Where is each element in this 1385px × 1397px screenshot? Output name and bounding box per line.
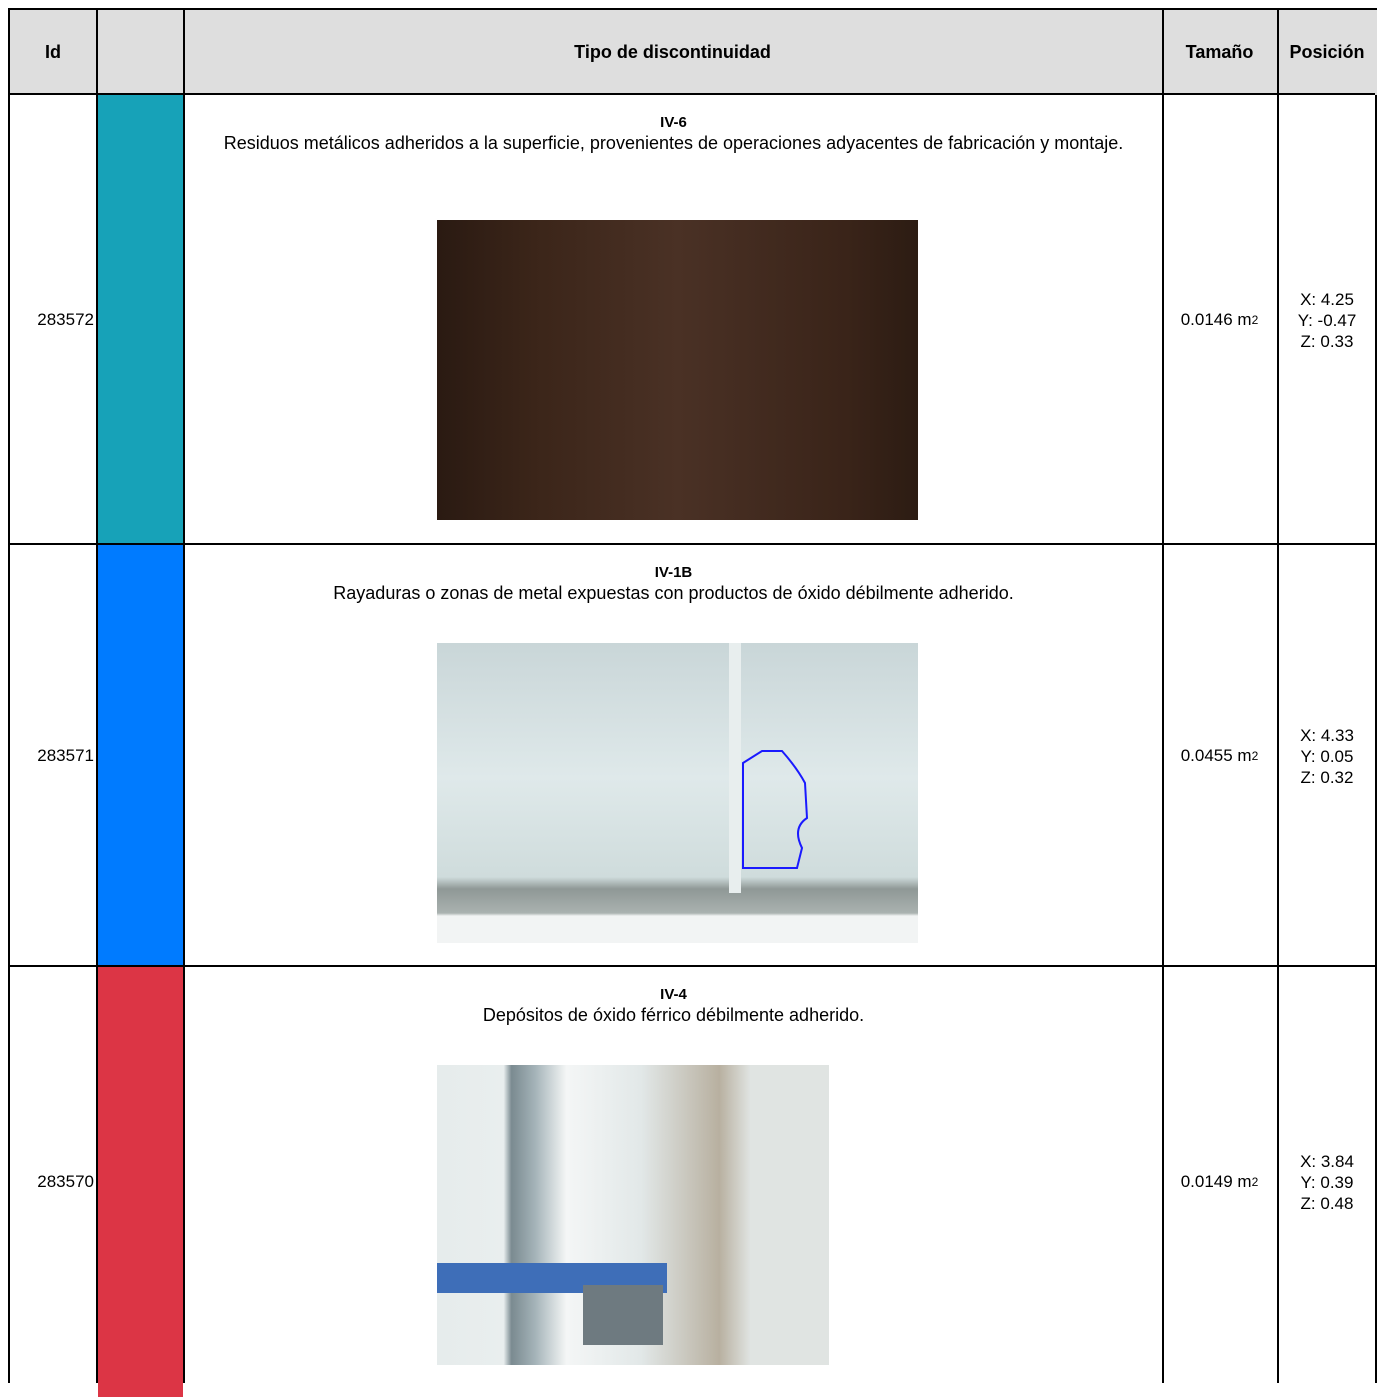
position-line: Z: 0.48 [1300,1193,1354,1213]
photo-overlay [437,220,918,520]
header-cell: Posición [1289,42,1365,62]
row-border [10,965,1375,967]
size-exponent: 2 [1251,749,1259,763]
size-value: 0.0149 m [1180,1172,1252,1191]
type-code: IV-1B [654,564,693,581]
type-cell: IV-4 Depósitos de óxido férrico débilment… [185,967,1162,1397]
header-cell: Tipo de discontinuidad [574,42,771,62]
column-border [183,10,185,1383]
size-value: 0.0455 m [1180,746,1252,765]
header-bg [10,10,1377,95]
row-id: 283570 [37,1172,94,1191]
size-exponent: 2 [1251,313,1259,327]
position-line: Z: 0.32 [1300,767,1354,787]
header-cell: Id [45,42,61,62]
photo-overlay [437,1263,667,1345]
inspection-photo [437,643,918,943]
row-border [10,543,1375,545]
color-swatch [98,545,183,967]
type-description: Residuos metálicos adheridos a la superf… [223,133,1124,153]
type-cell: IV-1B Rayaduras o zonas de metal expuesta… [185,545,1162,967]
column-border [96,10,98,1383]
size-value: 0.0146 m [1180,310,1252,329]
position: X: 3.84 Y: 0.39 Z: 0.48 [1277,967,1377,1397]
photo-overlay [729,643,809,893]
type-code: IV-6 [660,114,687,131]
position: X: 4.33 Y: 0.05 Z: 0.32 [1277,545,1377,967]
discontinuity-table: Id Tipo de discontinuidad Tamaño Posición 28… [8,8,1377,1397]
position-line: X: 4.25 [1300,289,1354,309]
color-swatch [98,967,183,1397]
position-line: Y: -0.47 [1297,310,1357,330]
row-id: 283572 [37,310,94,329]
inspection-photo [437,1065,829,1365]
column-border [1162,10,1164,1383]
inspection-photo [437,220,918,520]
size-exponent: 2 [1251,1175,1259,1189]
type-cell: IV-6 Residuos metálicos adheridos a la su… [185,95,1162,545]
position: X: 4.25 Y: -0.47 Z: 0.33 [1277,95,1377,545]
type-code: IV-4 [660,986,687,1003]
type-description: Depósitos de óxido férrico débilmente ad… [482,1005,865,1025]
position-line: Y: 0.39 [1300,1172,1354,1192]
row-id: 283571 [37,746,94,765]
row-border [10,93,1375,95]
header-cell: Tamaño [1185,42,1254,62]
position-line: Y: 0.05 [1300,746,1354,766]
position-line: X: 3.84 [1300,1151,1354,1171]
position-line: Z: 0.33 [1300,331,1354,351]
type-description: Rayaduras o zonas de metal expuestas con… [333,583,1014,603]
color-swatch [98,95,183,545]
column-border [1277,10,1279,1383]
position-line: X: 4.33 [1300,725,1354,745]
